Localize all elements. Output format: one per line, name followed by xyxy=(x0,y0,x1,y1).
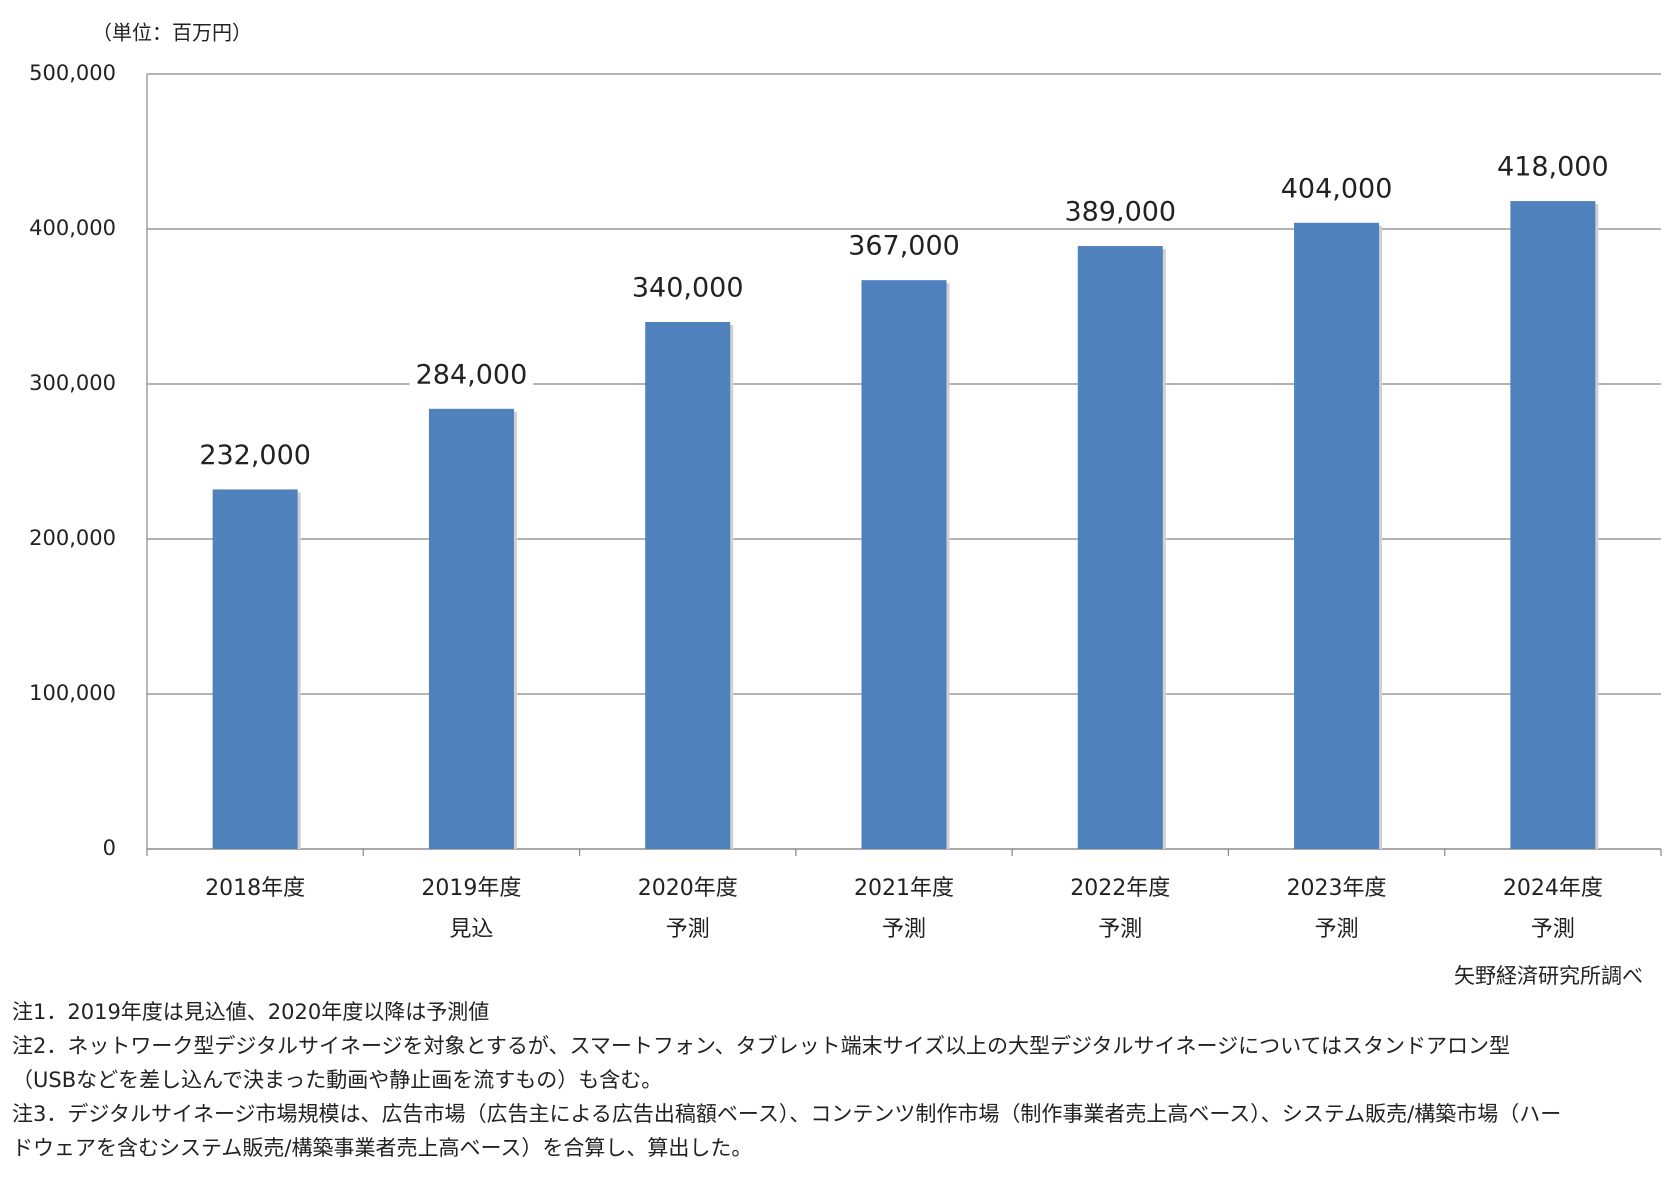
value-label: 389,000 xyxy=(1064,197,1176,228)
value-label: 404,000 xyxy=(1281,173,1393,204)
value-label: 340,000 xyxy=(632,273,744,304)
notes: 注1．2019年度は見込値、2020年度以降は予測値注2．ネットワーク型デジタル… xyxy=(12,995,1572,1165)
x-tick-sublabel: 予測 xyxy=(1531,917,1575,942)
bar xyxy=(428,408,514,849)
y-tick-label: 0 xyxy=(103,836,116,860)
value-label: 367,000 xyxy=(848,231,960,262)
bar xyxy=(861,280,947,849)
x-tick-label: 2022年度 xyxy=(1070,876,1170,901)
x-tick-label: 2019年度 xyxy=(421,876,521,901)
value-label-bg xyxy=(842,230,966,262)
bar xyxy=(645,322,731,849)
x-tick-sublabel: 予測 xyxy=(1315,917,1359,942)
x-tick-label: 2021年度 xyxy=(854,876,954,901)
bar xyxy=(212,489,298,849)
value-label: 418,000 xyxy=(1497,152,1609,183)
x-tick-sublabel: 予測 xyxy=(882,917,926,942)
note: 注3．デジタルサイネージ市場規模は、広告市場（広告主による広告出稿額ベース）、コ… xyxy=(12,1102,1562,1160)
y-tick-label: 300,000 xyxy=(29,371,116,395)
x-tick-label: 2023年度 xyxy=(1287,876,1387,901)
unit-label: （単位：百万円） xyxy=(92,21,252,45)
x-tick-label: 2020年度 xyxy=(638,876,738,901)
value-label-bg xyxy=(193,439,317,471)
value-label-bg xyxy=(1491,151,1615,183)
value-label-bg xyxy=(1274,173,1399,205)
bar xyxy=(1294,222,1380,850)
note: 注1．2019年度は見込値、2020年度以降は予測値 xyxy=(12,1000,490,1024)
value-label-bg xyxy=(409,359,534,391)
bar xyxy=(1510,201,1596,850)
value-label: 232,000 xyxy=(199,440,311,471)
value-label: 284,000 xyxy=(416,359,528,390)
value-label-bg xyxy=(625,272,750,304)
bar xyxy=(1077,246,1163,850)
y-tick-label: 500,000 xyxy=(29,61,116,85)
y-tick-label: 400,000 xyxy=(29,216,116,240)
y-tick-label: 100,000 xyxy=(29,681,116,705)
x-tick-label: 2024年度 xyxy=(1503,876,1603,901)
value-label-bg xyxy=(1058,196,1183,228)
source: 矢野経済研究所調べ xyxy=(1454,964,1643,988)
y-tick-label: 200,000 xyxy=(29,526,116,550)
x-tick-sublabel: 予測 xyxy=(1098,917,1142,942)
chart: （単位：百万円） 矢野経済研究所調べ 0 100,000 200,000 300,00… xyxy=(29,21,1662,988)
note: 注2．ネットワーク型デジタルサイネージを対象とするが、スマートフォン、タブレット… xyxy=(12,1034,1511,1092)
x-tick-sublabel: 予測 xyxy=(666,917,710,942)
x-tick-label: 2018年度 xyxy=(205,876,305,901)
x-tick-sublabel: 見込 xyxy=(449,917,493,942)
